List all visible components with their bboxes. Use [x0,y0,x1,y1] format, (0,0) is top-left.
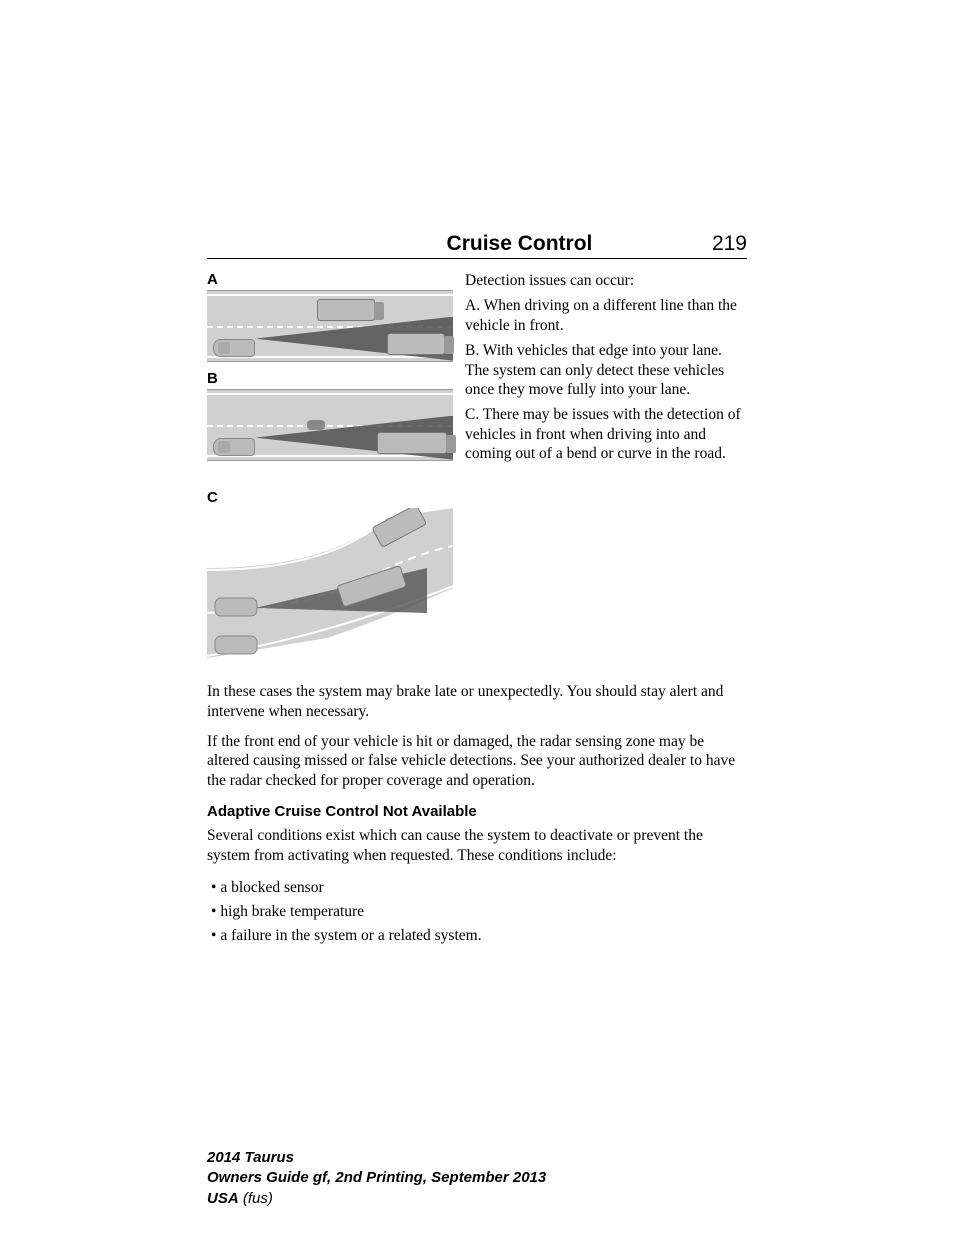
road-a-icon [207,290,453,362]
diagram-label-a: A [207,271,453,288]
curve-road-icon [207,508,453,658]
paragraph-3: Several conditions exist which can cause… [207,826,747,866]
diagram-label-b: B [207,370,453,387]
paragraph-1: In these cases the system may brake late… [207,682,747,722]
detection-item-b: B. With vehicles that edge into your lan… [465,341,747,399]
conditions-list: a blocked sensor high brake temperature … [207,876,747,948]
footer-line-1: 2014 Taurus [207,1148,546,1168]
detection-item-a: A. When driving on a different line than… [465,296,747,335]
page-number: 219 [712,232,747,256]
diagram-text-row: A B [207,271,747,666]
diagram-c: C [207,489,453,658]
list-item: a blocked sensor [211,876,747,900]
truck-icon [317,299,375,321]
ego-car-icon [213,438,255,456]
paragraph-2: If the front end of your vehicle is hit … [207,732,747,791]
footer-fus: (fus) [239,1190,273,1207]
diagram-b: B [207,370,453,461]
section-title: Cruise Control [207,232,712,256]
footer-line-2: Owners Guide gf, 2nd Printing, September… [207,1168,546,1188]
detection-item-c: C. There may be issues with the detectio… [465,405,747,463]
page-header: Cruise Control 219 [207,232,747,259]
list-item: high brake temperature [211,900,747,924]
diagram-a: A [207,271,453,362]
page-content: Cruise Control 219 A B [207,232,747,948]
road-c-icon [207,508,453,658]
list-item: a failure in the system or a related sys… [211,924,747,948]
footer-line-3: USA (fus) [207,1189,546,1209]
footer-usa: USA [207,1190,239,1207]
detection-intro: Detection issues can occur: [465,271,747,290]
diagram-label-c: C [207,489,453,506]
diagram-column: A B [207,271,453,666]
road-b-icon [207,389,453,461]
subheading: Adaptive Cruise Control Not Available [207,803,747,820]
page-footer: 2014 Taurus Owners Guide gf, 2nd Printin… [207,1148,546,1209]
motorcycle-icon [307,420,325,430]
ego-car-icon [213,339,255,357]
detection-text-column: Detection issues can occur: A. When driv… [465,271,747,666]
tanker-icon [377,432,447,454]
tanker-icon [387,333,445,355]
